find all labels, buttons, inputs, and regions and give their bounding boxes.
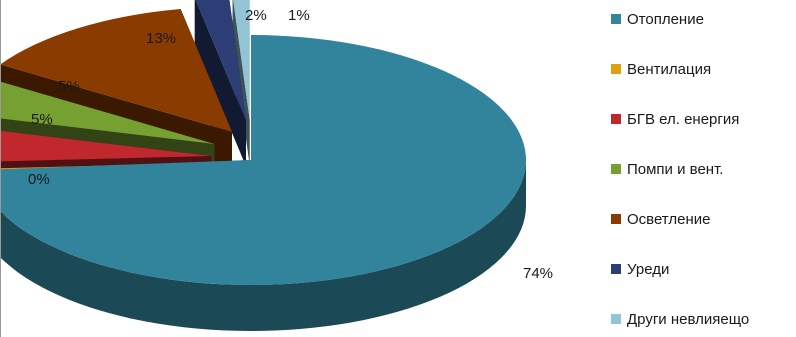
legend-swatch-уреди — [611, 264, 621, 274]
legend-swatch-други-невлияещо — [611, 314, 621, 324]
legend-label-вентилация: Вентилация — [627, 61, 711, 78]
slice-wall-уреди-0 — [194, 0, 247, 167]
data-label-вентилация: 0% — [28, 171, 50, 188]
slice-помпи-и-вент — [1, 81, 215, 144]
legend-swatch-вентилация — [611, 64, 621, 74]
slice-уреди — [195, 0, 247, 121]
legend-swatch-помпи-и-вент — [611, 164, 621, 174]
legend-label-помпи-и-вент: Помпи и вент. — [627, 161, 723, 178]
legend-label-отопление: Отопление — [627, 11, 704, 28]
pie-tops — [1, 0, 526, 285]
legend: Отопление Вентилация БГВ ел. енергия Помпи … — [611, 11, 749, 328]
data-label-осветление: 13% — [146, 30, 176, 47]
slice-labels: 1% 2% 13% 5% 5% 0% 74% — [28, 7, 553, 282]
legend-label-осветление: Осветление — [627, 211, 710, 228]
slice-други-невлияещо — [233, 0, 250, 121]
legend-swatch-осветление — [611, 214, 621, 224]
legend-label-уреди: Уреди — [627, 261, 669, 278]
slice-side-отопление — [1, 160, 526, 331]
data-label-отопление: 74% — [523, 265, 553, 282]
legend-swatch-бгв-ел-енергия — [611, 114, 621, 124]
legend-swatch-отопление — [611, 14, 621, 24]
legend-label-бгв-ел-енергия: БГВ ел. енергия — [627, 111, 739, 128]
slice-осветление — [1, 9, 232, 132]
data-label-други-невлияещо: 1% — [288, 7, 310, 24]
slice-бгв-ел-енергия — [1, 130, 212, 162]
data-label-уреди: 2% — [245, 7, 267, 24]
data-label-бгв-ел-енергия: 5% — [31, 111, 53, 128]
pie-sides — [1, 160, 526, 331]
data-label-помпи-и-вент: 5% — [58, 78, 80, 95]
slice-отопление — [1, 35, 526, 285]
legend-label-други-невлияещо: Други невлияещо — [627, 311, 749, 328]
